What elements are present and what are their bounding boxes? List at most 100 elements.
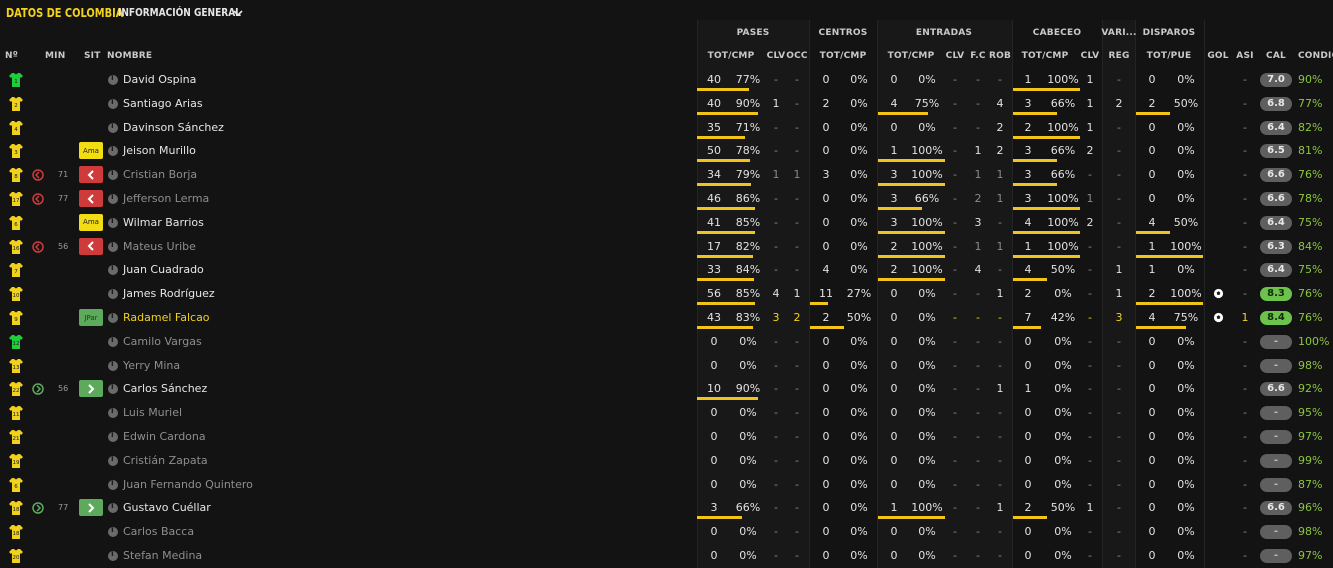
player-name-link[interactable]: Jeison Murillo xyxy=(123,144,196,158)
stat-e-pct: 100% xyxy=(911,263,943,277)
col-header-cabeceo-clv[interactable]: CLV xyxy=(1080,51,1100,61)
info-icon[interactable] xyxy=(108,192,118,204)
player-name-link[interactable]: Radamel Falcao xyxy=(123,311,210,324)
stat-p-pct: 85% xyxy=(735,287,761,301)
stat-p-pct: 0% xyxy=(739,477,757,491)
col-header-pases-totcmp[interactable]: TOT/CMP xyxy=(707,51,755,61)
col-header-entradas-clv[interactable]: CLV xyxy=(945,51,965,61)
col-header-sit[interactable]: SIT xyxy=(84,51,101,61)
info-icon[interactable] xyxy=(108,359,118,371)
view-dropdown[interactable]: INFORMACIÓN GENERAL xyxy=(118,6,268,19)
info-icon[interactable] xyxy=(108,454,118,466)
player-name-link[interactable]: Camilo Vargas xyxy=(123,334,202,348)
col-header-cal[interactable]: CAL xyxy=(1266,51,1286,61)
col-header-condic[interactable]: CONDIC xyxy=(1298,51,1333,61)
info-icon[interactable] xyxy=(108,478,118,490)
stat-e-rob: - xyxy=(998,477,1002,491)
player-name-link[interactable]: Juan Cuadrado xyxy=(123,263,204,277)
completion-bar xyxy=(697,159,751,163)
info-icon[interactable] xyxy=(108,406,118,419)
player-name-link[interactable]: Cristian Borja xyxy=(123,168,198,182)
col-header-asi[interactable]: ASI xyxy=(1236,51,1254,61)
col-header-cabeceo-totcmp[interactable]: TOT/CMP xyxy=(1021,51,1069,61)
table-row[interactable]: 10James Rodríguez5685%411127%00%--120%-1… xyxy=(0,282,1333,306)
shirt-number-icon: 4 xyxy=(9,120,23,135)
stat-h-clv: - xyxy=(1088,549,1092,562)
player-name-link[interactable]: Edwin Cardona xyxy=(123,430,206,443)
shirt-number: 11 xyxy=(13,412,20,418)
player-name-link[interactable]: Davinson Sánchez xyxy=(123,120,224,134)
col-header-entradas-fc[interactable]: F.C xyxy=(970,51,986,61)
table-row[interactable]: 18Carlos Bacca00%--00%00%---00%--00%--98… xyxy=(0,520,1333,544)
table-row[interactable]: 1David Ospina4077%--00%00%---1100%1-00%-… xyxy=(0,68,1333,92)
col-header-nombre[interactable]: NOMBRE xyxy=(107,51,153,61)
info-icon[interactable] xyxy=(108,430,118,442)
player-name-link[interactable]: Carlos Sánchez xyxy=(123,382,208,396)
info-icon[interactable] xyxy=(108,216,118,228)
table-row[interactable]: 4Davinson Sánchez3571%--00%00%--22100%1-… xyxy=(0,116,1333,140)
table-row[interactable]: 9JParRadamel Falcao4383%32250%00%---742%… xyxy=(0,306,1333,330)
player-name-link[interactable]: Stefan Medina xyxy=(123,549,203,562)
table-row[interactable]: 3AmaJeison Murillo5078%--00%1100%-12366%… xyxy=(0,139,1333,163)
col-header-min[interactable]: MIN xyxy=(45,51,66,61)
table-row[interactable]: 7Juan Cuadrado3384%--40%2100%-4-450%-110… xyxy=(0,258,1333,282)
info-icon[interactable] xyxy=(108,168,118,181)
completion-bar xyxy=(697,183,751,187)
col-header-pases-occ[interactable]: OCC xyxy=(786,51,808,61)
player-name-link[interactable]: Carlos Bacca xyxy=(123,525,195,539)
player-name-link[interactable]: Gustavo Cuéllar xyxy=(123,501,211,515)
stat-p-clv: - xyxy=(774,120,778,134)
table-row[interactable]: 19Cristián Zapata00%--00%00%---00%--00%-… xyxy=(0,449,1333,473)
rating-badge: 6.4 xyxy=(1260,263,1292,278)
player-name-link[interactable]: Juan Fernando Quintero xyxy=(123,477,253,491)
table-row[interactable]: 1656Mateus Uribe1782%--00%2100%-111100%-… xyxy=(0,235,1333,259)
stat-reg: - xyxy=(1117,215,1121,229)
player-name-link[interactable]: David Ospina xyxy=(123,73,197,86)
col-header-disparos-totpue[interactable]: TOT/PUE xyxy=(1146,51,1192,61)
info-icon[interactable] xyxy=(108,525,118,538)
player-name-link[interactable]: Luis Muriel xyxy=(123,406,183,420)
player-name-link[interactable]: Cristián Zapata xyxy=(123,453,208,467)
info-icon[interactable] xyxy=(108,121,118,133)
player-name-link[interactable]: Santiago Arias xyxy=(123,96,203,110)
info-icon[interactable] xyxy=(108,549,118,561)
col-header-entradas-rob[interactable]: ROB xyxy=(988,51,1012,61)
player-name-link[interactable]: Jefferson Lerma xyxy=(123,192,210,205)
col-header-pases-clv[interactable]: CLV xyxy=(766,51,786,61)
col-header-centros-totcmp[interactable]: TOT/CMP xyxy=(819,51,867,61)
info-icon[interactable] xyxy=(108,144,118,157)
table-row[interactable]: 2Santiago Arias4090%1-20%475%--4366%1225… xyxy=(0,92,1333,116)
shirt-number: 4 xyxy=(14,127,18,133)
info-icon[interactable] xyxy=(108,97,118,109)
table-row[interactable]: 2256Carlos Sánchez1090%--00%00%--110%--0… xyxy=(0,377,1333,401)
table-row[interactable]: 1777Jefferson Lerma4686%--00%366%-213100… xyxy=(0,187,1333,211)
table-row[interactable]: 20Stefan Medina00%--00%00%---00%--00%--9… xyxy=(0,544,1333,568)
info-icon[interactable] xyxy=(108,73,118,85)
info-icon[interactable] xyxy=(108,287,118,300)
col-header-entradas-totcmp[interactable]: TOT/CMP xyxy=(887,51,935,61)
info-icon[interactable] xyxy=(108,240,118,252)
player-name-link[interactable]: James Rodríguez xyxy=(123,287,215,301)
col-header-num[interactable]: Nº xyxy=(5,51,19,61)
shirt-number: 3 xyxy=(14,150,18,156)
stat-c-tot: 4 xyxy=(822,263,830,277)
info-icon[interactable] xyxy=(108,311,118,323)
stat-p-tot: 0 xyxy=(710,430,718,443)
info-icon[interactable] xyxy=(108,263,118,276)
table-row[interactable]: 21Edwin Cardona00%--00%00%---00%--00%--9… xyxy=(0,425,1333,449)
table-row[interactable]: 6AmaWilmar Barrios4185%--00%3100%-3-4100… xyxy=(0,211,1333,235)
info-icon[interactable] xyxy=(108,501,118,514)
info-icon[interactable] xyxy=(108,335,118,347)
col-header-gol[interactable]: GOL xyxy=(1207,51,1229,61)
table-row[interactable]: 1877Gustavo Cuéllar366%--00%1100%--1250%… xyxy=(0,496,1333,520)
info-icon[interactable] xyxy=(108,382,118,395)
player-name-link[interactable]: Yerry Mina xyxy=(123,358,181,372)
col-header-reg[interactable]: REG xyxy=(1108,51,1130,61)
player-name-link[interactable]: Wilmar Barrios xyxy=(123,215,204,229)
table-row[interactable]: 12Camilo Vargas00%--00%00%---00%--00%--1… xyxy=(0,330,1333,354)
table-row[interactable]: 871Cristian Borja3479%1130%3100%-11366%-… xyxy=(0,163,1333,187)
player-name-link[interactable]: Mateus Uribe xyxy=(123,239,196,253)
table-row[interactable]: 6Juan Fernando Quintero00%--00%00%---00%… xyxy=(0,473,1333,497)
